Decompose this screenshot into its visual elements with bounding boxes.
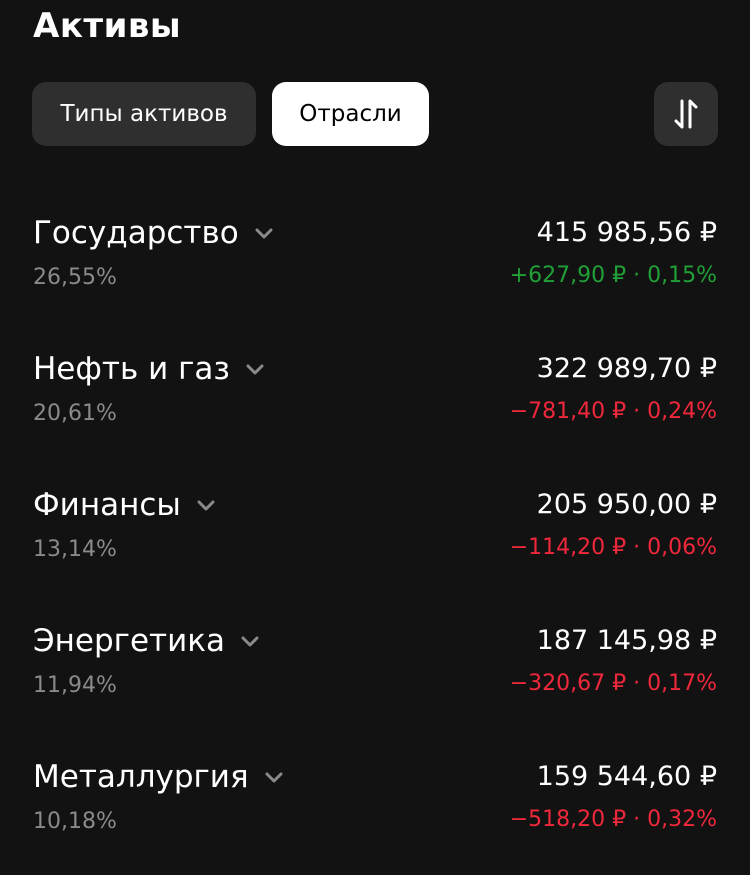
sector-name-label: Нефть и газ bbox=[33, 351, 230, 387]
tab-asset-types[interactable]: Типы активов bbox=[32, 82, 256, 146]
sector-name[interactable]: Энергетика bbox=[33, 623, 261, 659]
sort-button[interactable] bbox=[654, 82, 718, 146]
chevron-down-icon[interactable] bbox=[263, 766, 285, 788]
sector-row[interactable]: Энергетика 11,94% 187 145,98 ₽ −320,67 ₽… bbox=[0, 623, 750, 723]
sector-share: 20,61% bbox=[33, 401, 117, 426]
sector-share: 26,55% bbox=[33, 265, 117, 290]
sector-name[interactable]: Нефть и газ bbox=[33, 351, 266, 387]
sector-row[interactable]: Нефть и газ 20,61% 322 989,70 ₽ −781,40 … bbox=[0, 351, 750, 451]
sector-change: −320,67 ₽ · 0,17% bbox=[509, 671, 717, 696]
sector-name-label: Энергетика bbox=[33, 623, 225, 659]
sector-name-label: Государство bbox=[33, 215, 239, 251]
sector-amount: 187 145,98 ₽ bbox=[536, 625, 717, 656]
sector-share: 10,18% bbox=[33, 809, 117, 834]
sector-name[interactable]: Финансы bbox=[33, 487, 217, 523]
sector-name-label: Финансы bbox=[33, 487, 181, 523]
sector-amount: 159 544,60 ₽ bbox=[536, 761, 717, 792]
sector-change: −781,40 ₽ · 0,24% bbox=[509, 399, 717, 424]
sector-change: −114,20 ₽ · 0,06% bbox=[509, 535, 717, 560]
chevron-down-icon[interactable] bbox=[195, 494, 217, 516]
sector-row[interactable]: Финансы 13,14% 205 950,00 ₽ −114,20 ₽ · … bbox=[0, 487, 750, 587]
sector-amount: 205 950,00 ₽ bbox=[536, 489, 717, 520]
sector-name[interactable]: Государство bbox=[33, 215, 275, 251]
sector-name[interactable]: Металлургия bbox=[33, 759, 285, 795]
sector-change: +627,90 ₽ · 0,15% bbox=[509, 263, 717, 288]
sector-name-label: Металлургия bbox=[33, 759, 249, 795]
sector-row[interactable]: Металлургия 10,18% 159 544,60 ₽ −518,20 … bbox=[0, 759, 750, 859]
chevron-down-icon[interactable] bbox=[253, 222, 275, 244]
sector-change: −518,20 ₽ · 0,32% bbox=[509, 807, 717, 832]
tab-sectors[interactable]: Отрасли bbox=[272, 82, 429, 146]
chevron-down-icon[interactable] bbox=[244, 358, 266, 380]
sector-amount: 415 985,56 ₽ bbox=[536, 217, 717, 248]
sector-share: 11,94% bbox=[33, 673, 117, 698]
chevron-down-icon[interactable] bbox=[239, 630, 261, 652]
sector-share: 13,14% bbox=[33, 537, 117, 562]
sector-row[interactable]: Государство 26,55% 415 985,56 ₽ +627,90 … bbox=[0, 215, 750, 315]
sector-amount: 322 989,70 ₽ bbox=[536, 353, 717, 384]
page-title: Активы bbox=[33, 6, 182, 46]
sort-arrows-icon bbox=[674, 99, 698, 129]
